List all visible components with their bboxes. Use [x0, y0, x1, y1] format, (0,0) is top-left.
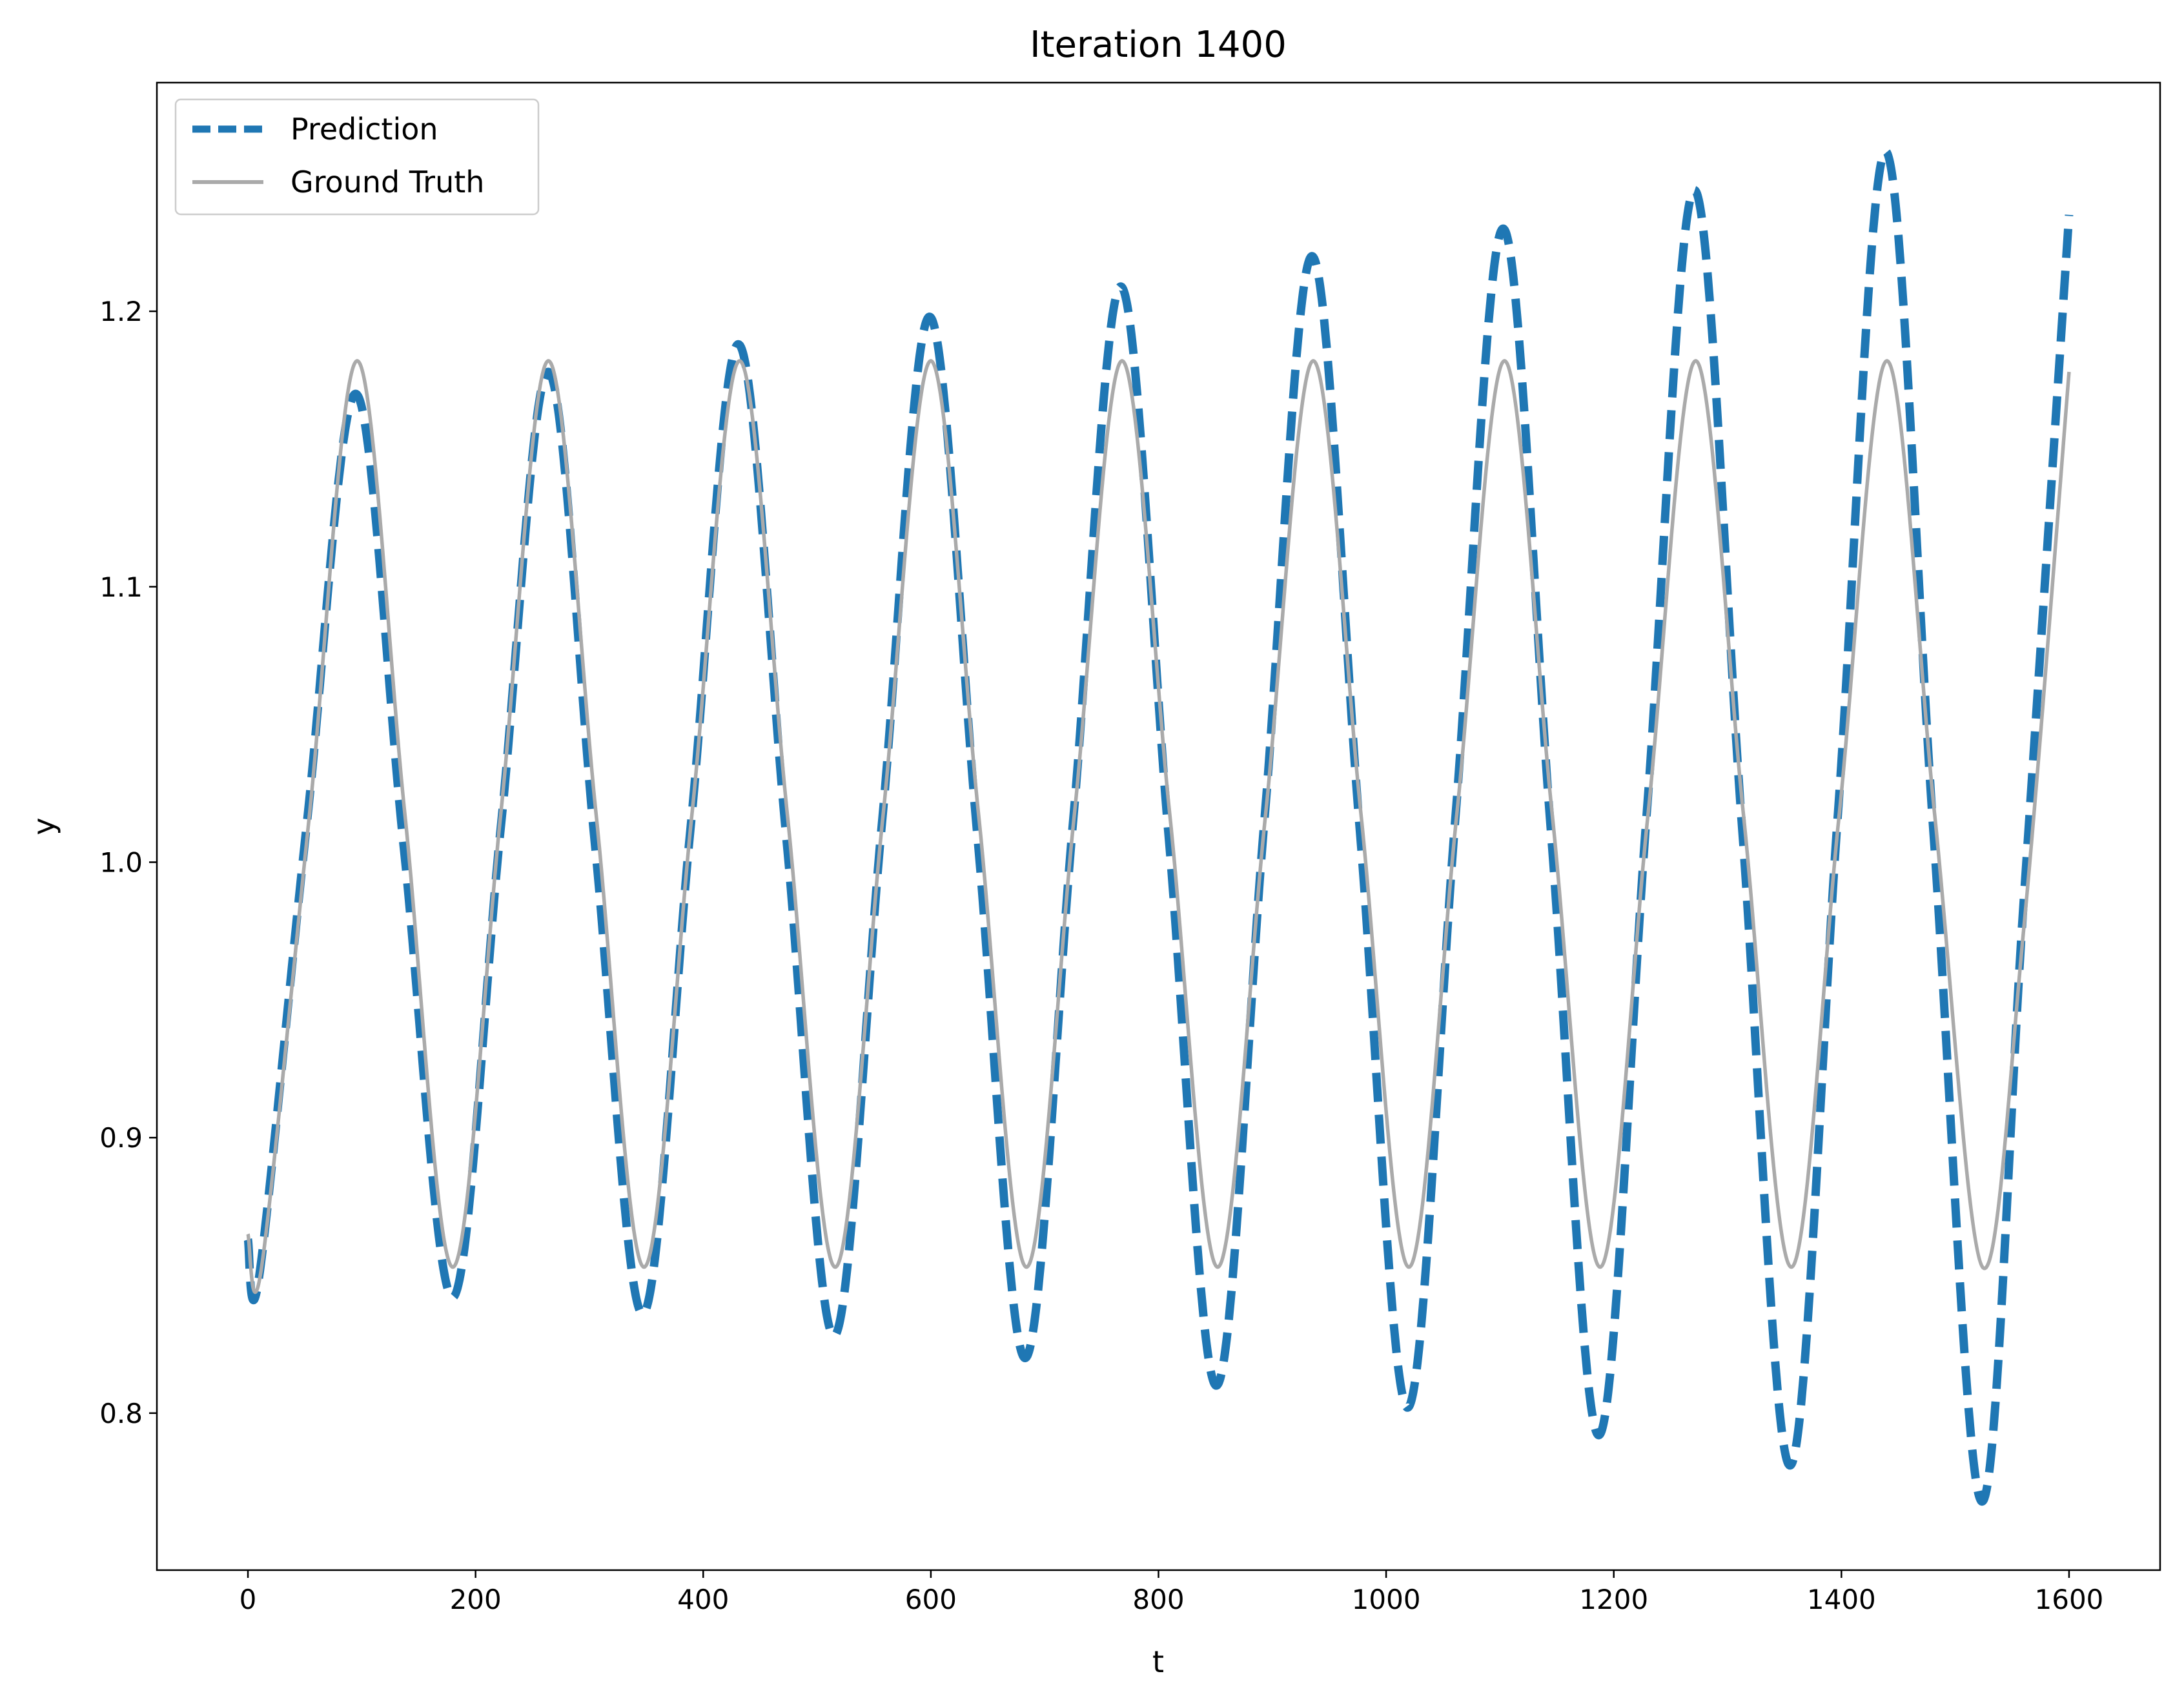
data-point-prediction [1790, 1465, 1791, 1466]
data-point-prediction [738, 344, 739, 345]
x-axis: 0 200 400 600 800 1000 1200 1400 1600 [240, 1570, 2104, 1615]
x-tick-label: 800 [1132, 1584, 1184, 1615]
x-tick-label: 400 [677, 1584, 729, 1615]
x-tick-label: 600 [905, 1584, 957, 1615]
legend-label-prediction: Prediction [291, 112, 438, 147]
legend-box [174, 98, 540, 216]
data-point-ground-truth [1695, 360, 1696, 361]
data-point-ground-truth [2023, 931, 2024, 932]
series-line-ground-truth [246, 359, 2071, 1294]
series-0 [243, 147, 2074, 1506]
x-tick-label: 200 [450, 1584, 502, 1615]
data-point-prediction [548, 372, 549, 373]
data-point-ground-truth [1886, 360, 1887, 361]
data-point-ground-truth [548, 360, 549, 361]
data-point-prediction [1981, 1501, 1982, 1502]
data-point-ground-truth [930, 360, 931, 361]
x-tick-label: 1200 [1579, 1584, 1648, 1615]
data-point-ground-truth [739, 360, 740, 361]
data-point-ground-truth [1504, 360, 1505, 361]
data-point-prediction [403, 848, 404, 849]
chart-title: Iteration 1400 [1030, 24, 1287, 66]
data-point-prediction [2068, 214, 2069, 215]
legend: Prediction Ground Truth [174, 98, 540, 216]
data-point-ground-truth [2068, 372, 2069, 373]
data-point-prediction [1216, 1385, 1217, 1386]
x-tick-label: 1400 [1807, 1584, 1876, 1615]
y-axis: 0.8 0.9 1.0 1.1 1.2 [99, 296, 157, 1429]
y-tick-label: 0.9 [99, 1122, 143, 1154]
series-1 [246, 359, 2071, 1294]
y-axis-label: y [26, 817, 61, 835]
y-tick-label: 1.1 [99, 571, 143, 603]
y-tick-label: 1.0 [99, 846, 143, 878]
data-point-ground-truth [357, 360, 358, 361]
series-layer [243, 147, 2074, 1506]
data-point-prediction [1407, 1407, 1408, 1408]
data-point-ground-truth [1122, 360, 1123, 361]
series-line-prediction [243, 147, 2074, 1506]
y-tick-label: 0.8 [99, 1398, 143, 1429]
data-point-ground-truth [1313, 360, 1314, 361]
data-point-prediction [2023, 903, 2024, 904]
x-tick-label: 0 [240, 1584, 257, 1615]
x-tick-label: 1000 [1352, 1584, 1421, 1615]
legend-label-ground-truth: Ground Truth [291, 165, 484, 199]
x-axis-label: t [1152, 1644, 1164, 1679]
y-tick-label: 1.2 [99, 296, 143, 327]
x-tick-label: 1600 [2035, 1584, 2104, 1615]
data-point-prediction [977, 837, 978, 838]
